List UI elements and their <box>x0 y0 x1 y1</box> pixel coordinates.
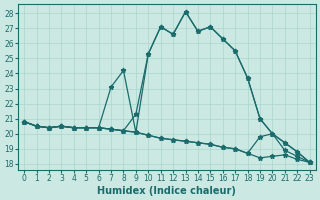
X-axis label: Humidex (Indice chaleur): Humidex (Indice chaleur) <box>98 186 236 196</box>
